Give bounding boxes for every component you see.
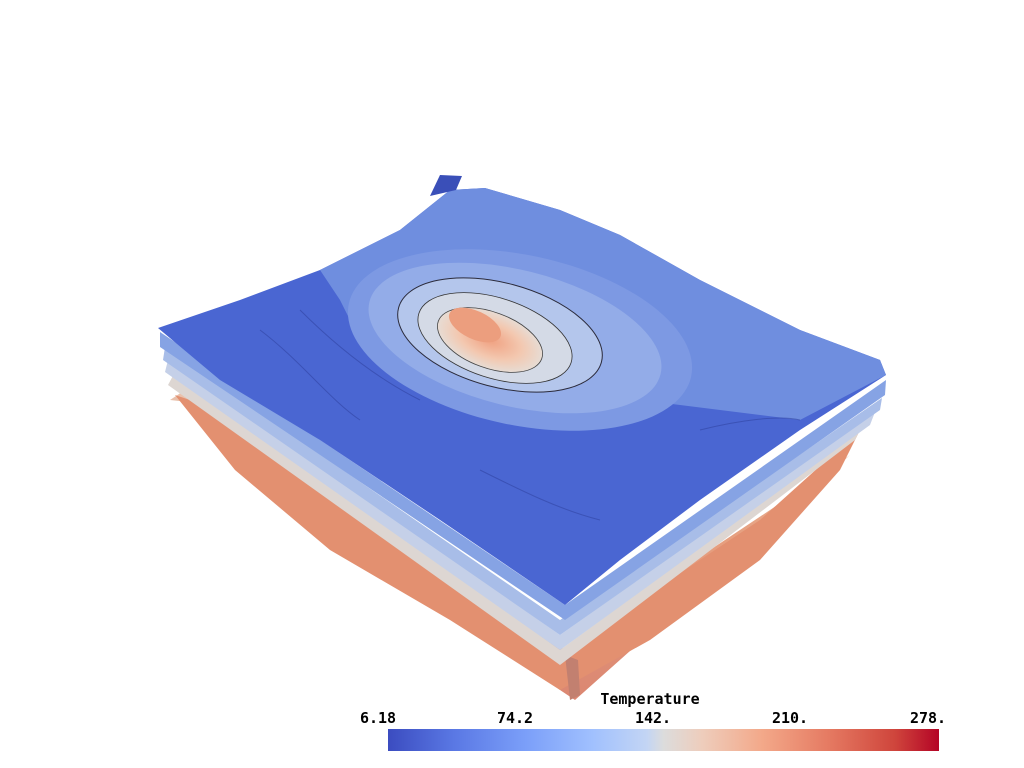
surface-shading	[259, 309, 801, 521]
central-anomaly	[347, 249, 693, 431]
